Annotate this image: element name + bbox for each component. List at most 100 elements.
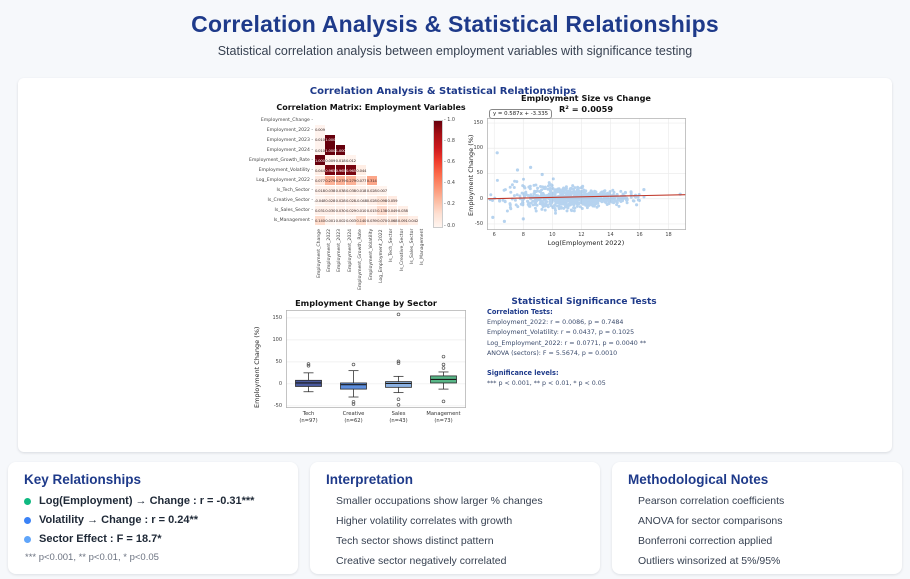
scatter-point bbox=[553, 192, 557, 196]
heatmap-cell: 0.140 bbox=[356, 215, 366, 226]
bottom-cards: Key Relationships Log(Employment) → Chan… bbox=[8, 462, 902, 574]
scatter-point bbox=[495, 151, 499, 155]
interpretation-item: Higher volatility correlates with growth bbox=[336, 515, 513, 527]
heatmap-cell: 0.002 bbox=[336, 215, 346, 226]
interpretation-item: Smaller occupations show larger % change… bbox=[336, 495, 543, 507]
scatter-point bbox=[555, 204, 559, 208]
boxplot-category-label: Tech bbox=[302, 411, 315, 417]
scatter-xlabel: Log(Employment 2022) bbox=[547, 239, 625, 247]
scatter-point bbox=[638, 199, 641, 202]
outlier-point bbox=[306, 364, 311, 368]
scatter-point bbox=[533, 189, 537, 193]
scatter-y-tick: 50 bbox=[476, 170, 483, 177]
scatter-point bbox=[598, 199, 602, 203]
heatmap-row-label: Is_Management - bbox=[273, 218, 313, 224]
scatter-point bbox=[558, 202, 562, 206]
heatmap-cell: 0.030 bbox=[336, 205, 346, 216]
scatter-x-tick: 10 bbox=[549, 232, 556, 238]
scatter-point bbox=[543, 204, 547, 207]
scatter-point bbox=[528, 204, 532, 208]
boxplot-y-tick: 100 bbox=[272, 336, 282, 343]
scatter-point bbox=[528, 184, 532, 188]
heatmap-cell: 0.038 bbox=[325, 185, 335, 196]
boxplot-ylabel: Employment Change (%) bbox=[253, 326, 261, 408]
scatter-point bbox=[526, 194, 530, 197]
scatter-point bbox=[549, 186, 552, 190]
scatter-point bbox=[508, 202, 512, 206]
scatter-point bbox=[543, 208, 547, 212]
scatter-point bbox=[505, 209, 509, 213]
heatmap-cell: 0.140 bbox=[315, 215, 325, 226]
heatmap-cell: 0.279 bbox=[325, 175, 335, 186]
significance-line: Employment_2022: r = 0.0086, p = 0.7484 bbox=[487, 319, 624, 326]
scatter-point bbox=[556, 190, 560, 194]
heatmap-cell: 1.000 bbox=[315, 155, 325, 165]
scatter-point bbox=[559, 205, 563, 209]
key-relationship-text: Volatility → Change : r = 0.24** bbox=[39, 514, 199, 526]
scatter-point bbox=[617, 198, 621, 202]
bullet-dot-icon bbox=[24, 535, 31, 543]
scatter-point bbox=[510, 183, 514, 187]
key-relationship-item: Volatility → Change : r = 0.24** bbox=[24, 514, 282, 526]
boxplot-category-label: Creative bbox=[342, 411, 365, 417]
heatmap-col-label: Log_Employment_2022 bbox=[378, 229, 384, 283]
boxplot bbox=[286, 310, 466, 408]
scatter-point bbox=[534, 209, 538, 213]
boxplot-y-tick: 0 bbox=[278, 380, 282, 387]
scatter-point bbox=[631, 199, 635, 203]
scatter-point bbox=[625, 201, 629, 205]
scatter-plot bbox=[487, 118, 686, 230]
scatter-y-tick: 100 bbox=[473, 145, 483, 152]
scatter-point bbox=[571, 184, 575, 188]
scatter-x-tick: 18 bbox=[665, 232, 672, 238]
heatmap-cell: 0.028 bbox=[346, 195, 356, 206]
heatmap-cell: 0.138 bbox=[377, 205, 387, 216]
key-relationship-text: Sector Effect : F = 18.7* bbox=[39, 533, 162, 545]
bullet-dot-icon bbox=[24, 516, 31, 524]
key-relationships-footnote: *** p<0.001, ** p<0.01, * p<0.05 bbox=[25, 552, 159, 563]
significance-line: *** p < 0.001, ** p < 0.01, * p < 0.05 bbox=[487, 379, 606, 387]
scatter-point bbox=[502, 219, 506, 223]
method-note-item: ANOVA for sector comparisons bbox=[638, 515, 783, 527]
heatmap-row-label: Is_Creative_Sector - bbox=[267, 198, 314, 204]
heatmap-cell: 0.009 bbox=[325, 155, 335, 165]
scatter-point bbox=[604, 201, 608, 205]
scatter-point bbox=[547, 181, 551, 185]
scatter-point bbox=[608, 192, 612, 196]
scatter-grid bbox=[487, 118, 686, 230]
heatmap-cell: 0.038 bbox=[398, 205, 408, 216]
scatter-point bbox=[629, 190, 633, 194]
scatter-point bbox=[597, 196, 601, 200]
outlier-point bbox=[441, 366, 446, 370]
scatter-point bbox=[551, 187, 555, 190]
heatmap-col-label: Employment_2023 bbox=[337, 229, 343, 273]
heatmap-row-label: Is_Tech_Sector - bbox=[276, 188, 313, 194]
boxplot-x-tick: Sales (n=43) bbox=[369, 411, 429, 425]
heatmap-cell: 0.015 bbox=[367, 205, 377, 216]
scatter-point bbox=[542, 198, 546, 202]
scatter-point bbox=[555, 198, 559, 202]
boxplot-x-tick: Creative (n=62) bbox=[324, 411, 384, 425]
scatter-point bbox=[535, 203, 539, 207]
scatter-point bbox=[588, 201, 591, 205]
scatter-point bbox=[536, 194, 540, 198]
significance-line: ANOVA (sectors): F = 5.5674, p = 0.0010 bbox=[487, 350, 618, 358]
scatter-point bbox=[532, 192, 536, 196]
heatmap-col-label: Is_Management bbox=[420, 229, 426, 266]
regression-line bbox=[487, 194, 686, 200]
heatmap-row-label: Employment_2024 - bbox=[266, 147, 313, 153]
heatmap-cell: 0.042 bbox=[408, 215, 418, 226]
scatter-point bbox=[573, 186, 577, 190]
scatter-point bbox=[572, 198, 575, 202]
scatter-point bbox=[491, 215, 495, 219]
scatter-point bbox=[562, 206, 566, 210]
bullet-dot-icon bbox=[24, 497, 31, 505]
scatter-point bbox=[508, 185, 512, 189]
heatmap-cell: 0.068 bbox=[387, 215, 398, 226]
scatter-point bbox=[533, 199, 537, 203]
scatter-point bbox=[521, 184, 525, 188]
outlier-point bbox=[396, 403, 401, 407]
scatter-point bbox=[608, 190, 612, 194]
scatter-point bbox=[629, 195, 633, 199]
